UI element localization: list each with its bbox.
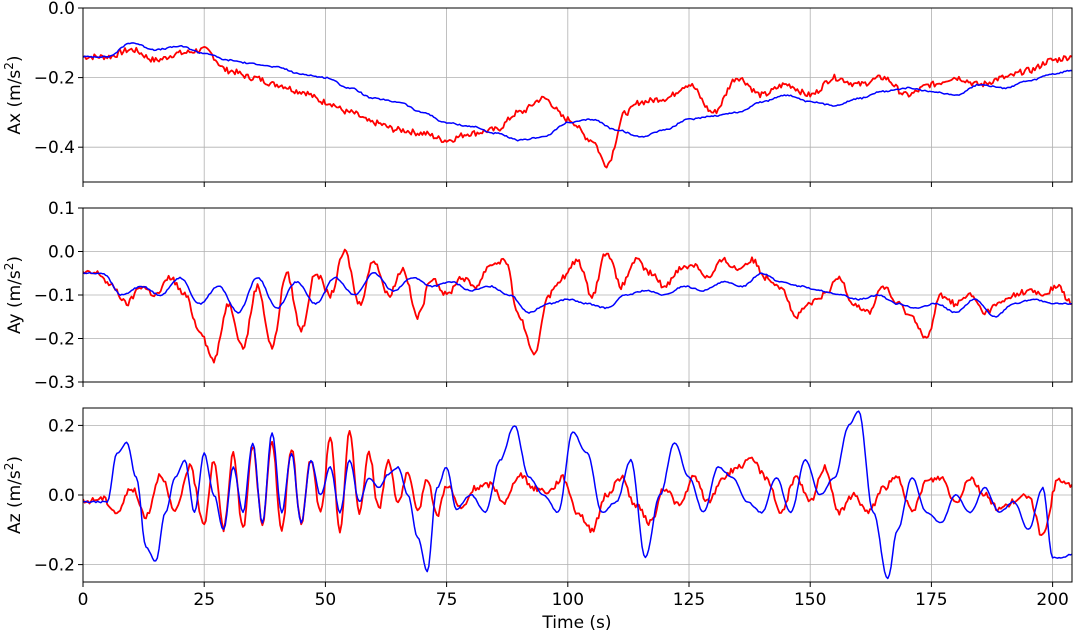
x-tick-label: 125 [673,590,705,610]
series-line-blue [83,410,1072,580]
y-tick-label: −0.3 [34,373,75,393]
x-tick-label: 75 [436,590,458,610]
series-line-red [83,429,1072,536]
plot-frame [82,7,1073,183]
y-axis-title: Ay (m/s2) [2,256,25,334]
y-tick-label: 0.2 [48,416,75,436]
x-tick-label: 50 [315,590,337,610]
panel-ay: 0.1 0.0 −0.1 −0.2 −0.3 Ay (m/s2) [2,199,1073,393]
series-line-red [83,46,1072,169]
x-tick-label: 175 [915,590,947,610]
panel-az: 0.2 0.0 −0.20 25 50 75 100 125 150 175 200 Az (m/s2… [2,407,1073,610]
x-axis-title: Time (s) [541,613,611,632]
x-tick-label: 200 [1036,590,1068,610]
series-line-blue [83,271,1072,318]
x-tick-label: 25 [193,590,215,610]
series-line-red [83,248,1072,364]
panel-ax: 0.0 −0.2 −0.4 Ax (m/s2) [2,0,1073,187]
y-tick-label: 0.1 [48,199,75,219]
y-tick-label: −0.2 [34,330,75,350]
y-tick-label: 0.0 [48,486,75,506]
y-tick-label: −0.4 [34,138,75,158]
series-line-blue [83,42,1072,142]
x-tick-label: 150 [794,590,826,610]
y-axis-title: Az (m/s2) [2,456,25,534]
y-tick-label: −0.1 [34,286,75,306]
y-tick-label: 0.0 [48,0,75,19]
y-tick-label: −0.2 [34,556,75,576]
x-tick-label: 100 [552,590,584,610]
y-tick-label: −0.2 [34,69,75,89]
x-tick-label: 0 [78,590,89,610]
y-axis-title: Ax (m/s2) [2,55,25,134]
y-tick-label: 0.0 [48,243,75,263]
